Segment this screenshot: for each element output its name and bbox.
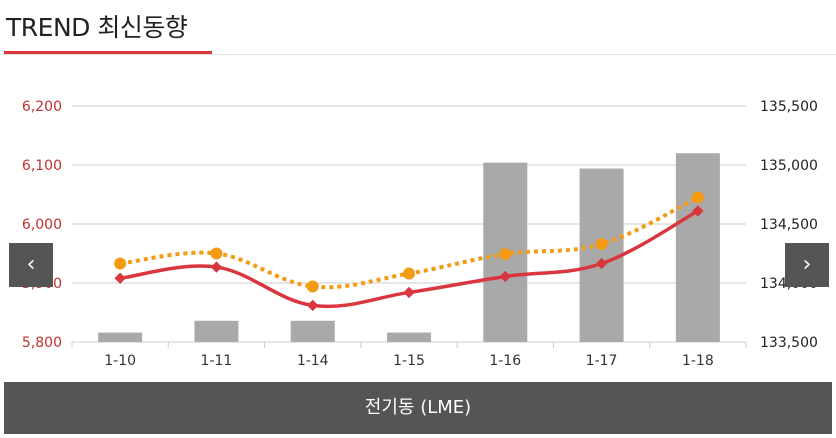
- right-axis-tick-label: 134,500: [760, 217, 818, 233]
- chevron-left-icon: ‹: [26, 252, 36, 277]
- header: TREND 최신동향: [0, 0, 836, 56]
- diamond-point: [595, 257, 608, 270]
- bar: [98, 332, 143, 342]
- x-axis-tick-label: 1-10: [104, 353, 136, 369]
- header-divider: [0, 54, 836, 55]
- chevron-right-icon: ›: [802, 252, 812, 277]
- bar-series: [98, 153, 720, 342]
- left-axis-tick-label: 6,100: [22, 158, 62, 174]
- right-axis-tick-label: 133,500: [760, 335, 818, 351]
- x-axis-tick-label: 1-15: [393, 353, 425, 369]
- chart-label-bar: 전기동 (LME): [4, 382, 832, 434]
- diamond-point: [210, 261, 223, 273]
- commodity-label: 전기동 (LME): [364, 397, 472, 418]
- circle-point: [691, 191, 704, 204]
- x-axis-tick-label: 1-18: [682, 353, 714, 369]
- circle-point: [306, 280, 319, 293]
- diamond-point: [307, 299, 319, 312]
- page-title: TREND 최신동향: [6, 13, 188, 42]
- circle-point: [114, 257, 127, 270]
- left-axis-tick-label: 5,800: [22, 335, 62, 351]
- x-axis-tick-label: 1-11: [201, 353, 233, 369]
- title-underline: [4, 51, 212, 54]
- right-axis-tick-label: 135,500: [760, 99, 818, 115]
- trend-chart: 6,200135,5006,100135,0006,000134,5005,90…: [22, 99, 818, 369]
- grid-lines: [71, 105, 747, 348]
- x-axis-tick-label: 1-17: [586, 353, 618, 369]
- axis-labels: 6,200135,5006,100135,0006,000134,5005,90…: [22, 99, 818, 369]
- circle-point: [499, 248, 512, 261]
- diamond-point: [692, 205, 704, 217]
- left-axis-tick-label: 6,000: [22, 217, 62, 233]
- bar: [675, 153, 720, 342]
- circle-point: [210, 247, 223, 260]
- diamond-point: [403, 286, 415, 299]
- next-button[interactable]: ›: [785, 243, 829, 287]
- left-axis-tick-label: 6,200: [22, 99, 62, 115]
- right-axis-tick-label: 135,000: [760, 158, 818, 174]
- circle-point: [595, 238, 608, 251]
- diamond-point: [114, 272, 126, 284]
- prev-button[interactable]: ‹: [9, 243, 53, 287]
- x-axis-tick-label: 1-16: [489, 353, 521, 369]
- line-series: [114, 191, 704, 312]
- bar: [387, 332, 431, 342]
- diamond-point: [499, 270, 511, 283]
- bar: [290, 320, 335, 342]
- bar: [579, 168, 624, 342]
- x-axis-tick-label: 1-14: [297, 353, 329, 369]
- circle-point: [403, 267, 415, 280]
- bar: [194, 320, 239, 342]
